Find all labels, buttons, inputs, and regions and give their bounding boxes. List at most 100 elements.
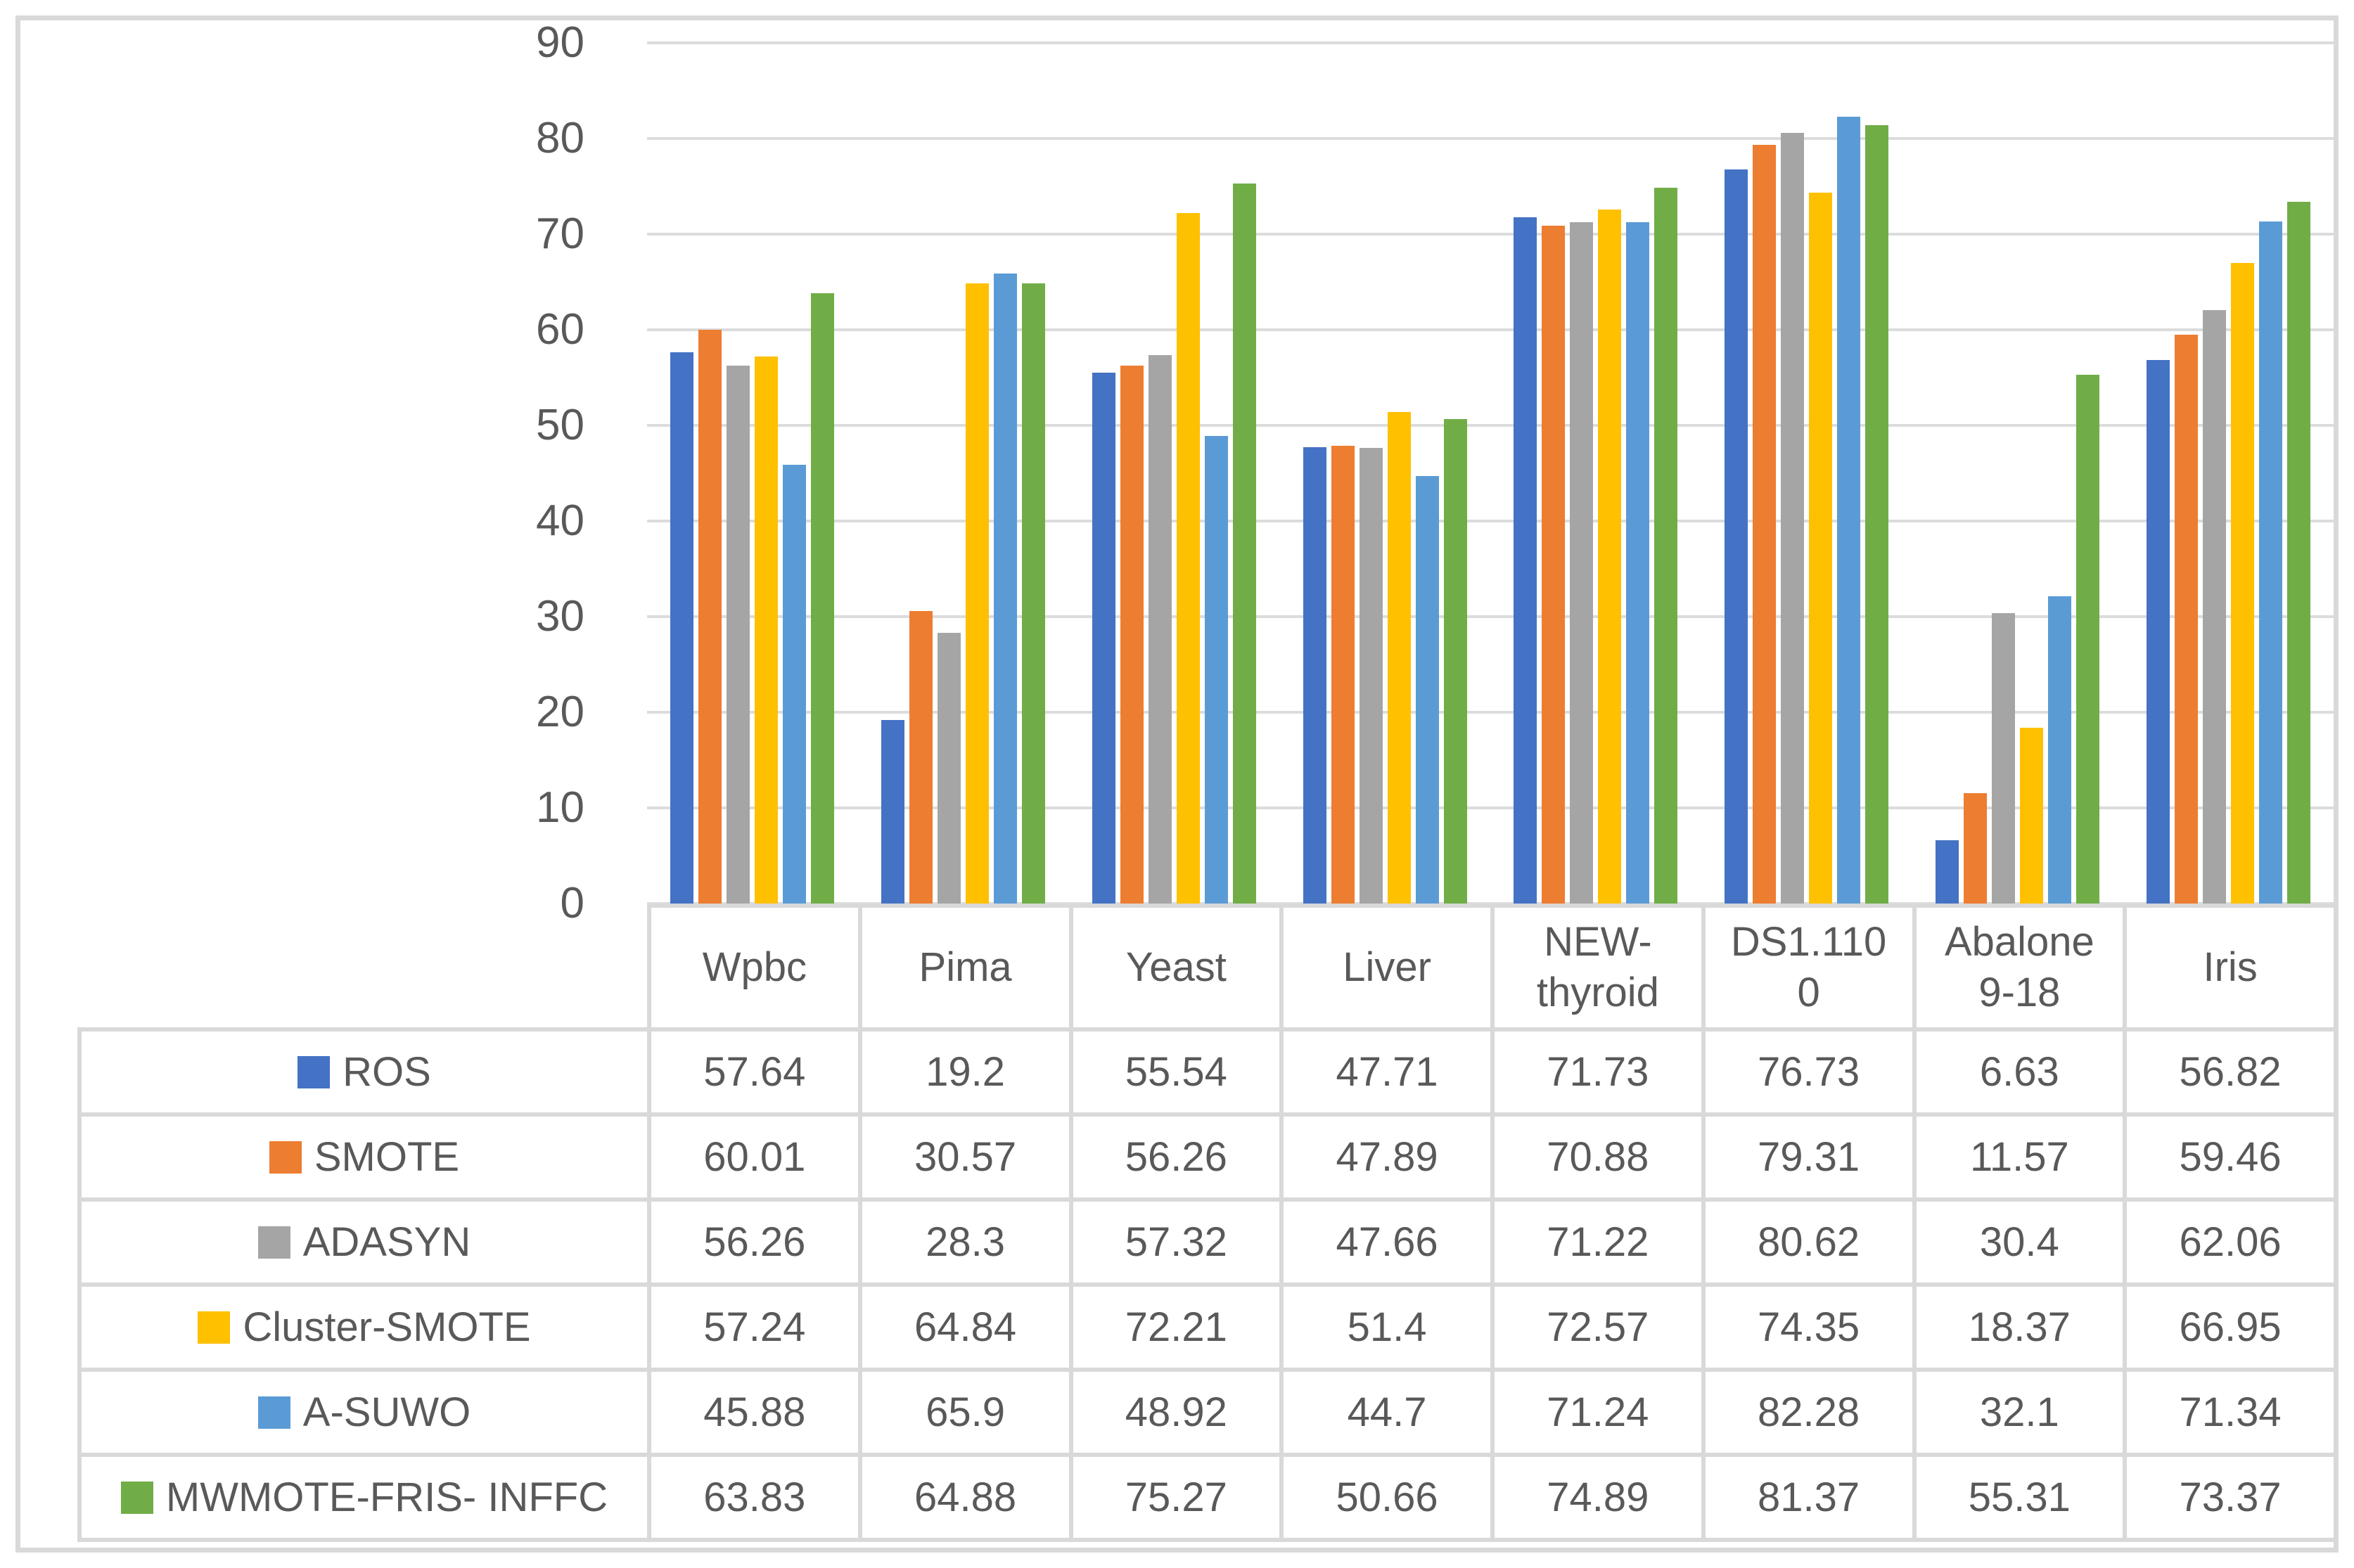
bar-cluster-smote — [2230, 263, 2254, 904]
value-cell: 18.37 — [1912, 1283, 2128, 1372]
gridline — [647, 902, 2334, 905]
value-cell: 11.57 — [1912, 1112, 2128, 1202]
legend-cell-mwmote-fris-inffc: MWMOTE-FRIS- INFFC — [77, 1453, 651, 1542]
column-header-pima: Pima — [857, 904, 1073, 1032]
gridline — [647, 711, 2334, 714]
y-axis-tick-label: 20 — [536, 688, 584, 736]
bar-smote — [1120, 365, 1144, 904]
bar-adasyn — [1781, 132, 1805, 904]
value-cell: 47.71 — [1279, 1027, 1495, 1117]
legend-cell-ros: ROS — [77, 1027, 651, 1117]
gridline — [647, 328, 2334, 331]
series-name: SMOTE — [314, 1134, 460, 1180]
bar-cluster-smote — [1176, 212, 1200, 904]
column-header-liver: Liver — [1279, 904, 1495, 1032]
value-cell: 51.4 — [1279, 1283, 1495, 1372]
value-cell: 19.2 — [857, 1027, 1073, 1117]
legend-swatch-icon — [257, 1396, 290, 1429]
value-cell: 74.89 — [1490, 1453, 1706, 1542]
y-axis-tick-label: 50 — [536, 401, 584, 449]
gridline — [647, 615, 2334, 618]
column-header-wpbc: Wpbc — [647, 904, 862, 1032]
value-cell: 55.31 — [1912, 1453, 2128, 1542]
legend-swatch-icon — [269, 1141, 302, 1174]
bar-smote — [1963, 792, 1987, 904]
value-cell: 65.9 — [857, 1368, 1073, 1457]
value-cell: 71.34 — [2123, 1368, 2338, 1457]
value-cell: 30.4 — [1912, 1197, 2128, 1287]
legend-cell-smote: SMOTE — [77, 1112, 651, 1202]
value-cell: 44.7 — [1279, 1368, 1495, 1457]
column-header-iris: Iris — [2123, 904, 2338, 1032]
value-cell: 71.22 — [1490, 1197, 1706, 1287]
value-cell: 62.06 — [2123, 1197, 2338, 1287]
table-row: SMOTE 60.01 30.57 56.26 47.89 70.88 79.31 11.57… — [77, 1112, 2338, 1202]
gridline — [647, 137, 2334, 140]
value-cell: 64.88 — [857, 1453, 1073, 1542]
bar-a-suwo — [994, 273, 1018, 904]
series-name: MWMOTE-FRIS- INFFC — [165, 1474, 608, 1520]
y-axis-tick-label: 10 — [536, 783, 584, 832]
value-cell: 56.82 — [2123, 1027, 2338, 1117]
bar-mwmote-fris-inffc — [1865, 125, 1889, 904]
value-cell: 80.62 — [1701, 1197, 1917, 1287]
value-cell: 79.31 — [1701, 1112, 1917, 1202]
bar-cluster-smote — [1598, 210, 1622, 904]
y-axis: 90 80 70 60 50 40 30 20 10 0 — [20, 18, 604, 927]
value-cell: 57.64 — [647, 1027, 862, 1117]
bar-ros — [2146, 360, 2170, 904]
value-cell: 28.3 — [857, 1197, 1073, 1287]
value-cell: 66.95 — [2123, 1283, 2338, 1372]
bar-smote — [1542, 226, 1566, 904]
value-cell: 75.27 — [1068, 1453, 1284, 1542]
bar-group-liver — [1279, 43, 1490, 904]
bar-mwmote-fris-inffc — [1232, 184, 1256, 904]
value-cell: 76.73 — [1701, 1027, 1917, 1117]
value-cell: 30.57 — [857, 1112, 1073, 1202]
value-cell: 56.26 — [1068, 1112, 1284, 1202]
series-name: Cluster-SMOTE — [243, 1304, 531, 1350]
value-cell: 70.88 — [1490, 1112, 1706, 1202]
column-header-new-thyroid: NEW- thyroid — [1490, 904, 1706, 1032]
value-cell: 57.32 — [1068, 1197, 1284, 1287]
bar-adasyn — [1359, 447, 1383, 904]
bar-cluster-smote — [755, 356, 779, 904]
bar-cluster-smote — [1809, 192, 1833, 904]
value-cell: 32.1 — [1912, 1368, 2128, 1457]
legend-swatch-icon — [198, 1311, 231, 1344]
bar-mwmote-fris-inffc — [2286, 202, 2310, 904]
bar-group-yeast — [1069, 43, 1280, 904]
bar-group-ds1-1100 — [1701, 43, 1912, 904]
value-cell: 82.28 — [1701, 1368, 1917, 1457]
value-cell: 56.26 — [647, 1197, 862, 1287]
bar-smote — [2174, 335, 2198, 904]
value-cell: 60.01 — [647, 1112, 862, 1202]
y-axis-tick-label: 30 — [536, 592, 584, 641]
bar-a-suwo — [1837, 117, 1861, 904]
value-cell: 64.84 — [857, 1283, 1073, 1372]
y-axis-tick-label: 40 — [536, 496, 584, 545]
gridline — [647, 424, 2334, 427]
bar-ros — [1725, 169, 1748, 904]
series-name: A-SUWO — [302, 1389, 471, 1435]
value-cell: 71.73 — [1490, 1027, 1706, 1117]
legend-cell-adasyn: ADASYN — [77, 1197, 651, 1287]
y-axis-tick-label: 80 — [536, 114, 584, 162]
bar-a-suwo — [783, 465, 807, 904]
column-header-yeast: Yeast — [1068, 904, 1284, 1032]
value-cell: 74.35 — [1701, 1283, 1917, 1372]
table-row: ROS 57.64 19.2 55.54 47.71 71.73 76.73 6.63 56.8… — [77, 1027, 2338, 1117]
value-cell: 73.37 — [2123, 1453, 2338, 1542]
bar-group-new-thyroid — [1490, 43, 1701, 904]
y-axis-tick-label: 70 — [536, 210, 584, 258]
bar-ros — [1935, 840, 1959, 904]
y-axis-tick-label: 60 — [536, 305, 584, 354]
bar-a-suwo — [1415, 476, 1439, 904]
bar-ros — [881, 719, 905, 904]
legend-cell-cluster-smote: Cluster-SMOTE — [77, 1283, 651, 1372]
bar-adasyn — [1991, 612, 2015, 904]
value-cell: 50.66 — [1279, 1453, 1495, 1542]
